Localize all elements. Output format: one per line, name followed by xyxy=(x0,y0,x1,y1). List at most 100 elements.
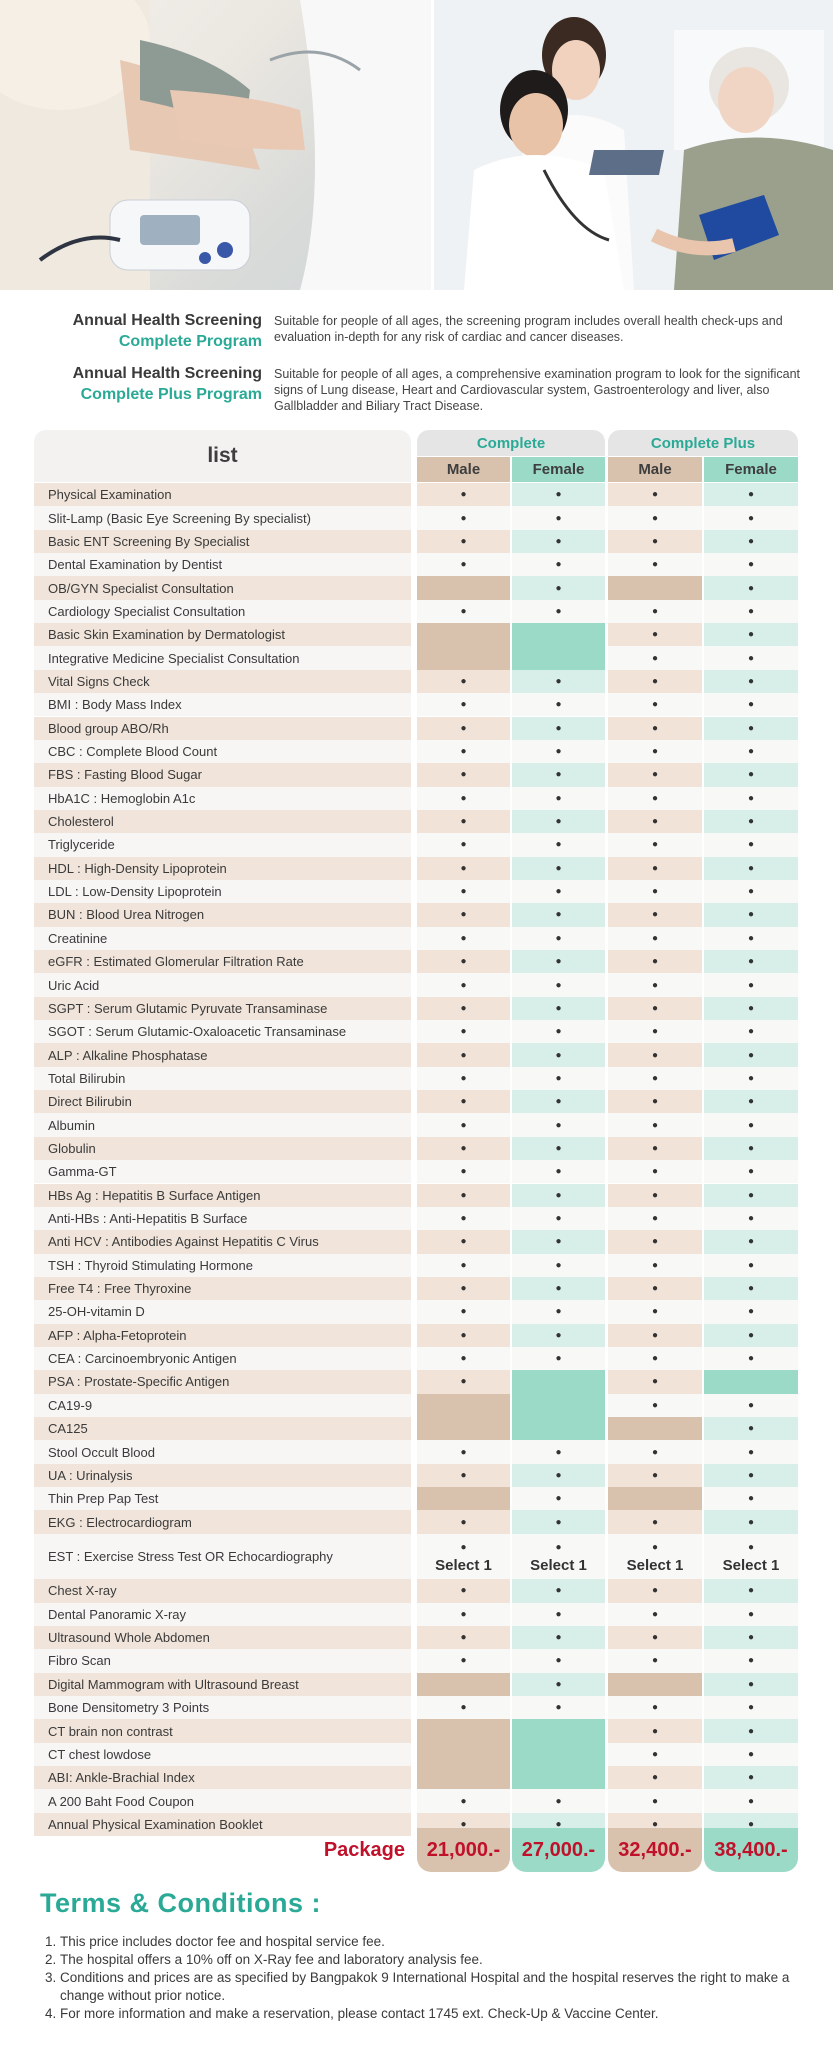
included-cell: ● xyxy=(417,856,510,880)
included-dot-icon: ● xyxy=(651,1096,659,1108)
table-row: ABI: Ankle-Brachial Index ● ● xyxy=(34,1766,798,1790)
included-cell: ● xyxy=(512,973,605,997)
row-label: Gamma-GT xyxy=(34,1160,411,1184)
included-dot-icon: ● xyxy=(747,535,755,547)
included-cell: ● xyxy=(608,1463,702,1488)
package-label: Package xyxy=(323,1839,405,1861)
row-label: Anti-HBs : Anti-Hepatitis B Surface xyxy=(34,1206,411,1231)
included-dot-icon: ● xyxy=(651,1142,659,1154)
included-dot-icon: ● xyxy=(460,1795,467,1807)
included-dot-icon: ● xyxy=(555,699,562,711)
included-cell: ● xyxy=(704,1440,798,1464)
program-title-line2: Complete Program xyxy=(118,333,262,350)
not-included-cell xyxy=(512,1393,605,1417)
included-dot-icon: ● xyxy=(651,1541,659,1553)
included-dot-icon: ● xyxy=(747,862,755,874)
included-dot-icon: ● xyxy=(555,909,562,921)
included-dot-icon: ● xyxy=(651,1306,659,1318)
included-dot-icon: ● xyxy=(651,1585,659,1597)
included-cell: ● xyxy=(512,1346,605,1371)
included-cell: ● xyxy=(608,1579,702,1603)
included-cell: ● xyxy=(512,1579,605,1603)
included-cell: ● xyxy=(512,1206,605,1231)
included-dot-icon: ● xyxy=(460,1259,467,1271)
included-cell: ● xyxy=(704,506,798,530)
included-cell: ● xyxy=(512,996,605,1021)
row-label: Vital Signs Check xyxy=(34,669,411,694)
row-label: Albumin xyxy=(34,1113,411,1137)
included-cell: ● xyxy=(608,1742,702,1767)
included-cell: ● xyxy=(704,1393,798,1417)
included-cell: ● xyxy=(512,576,605,600)
included-dot-icon: ● xyxy=(460,675,467,687)
included-dot-icon: ● xyxy=(651,909,659,921)
included-cell: ● xyxy=(417,1300,510,1324)
included-dot-icon: ● xyxy=(747,605,755,617)
included-cell: ● xyxy=(704,973,798,997)
included-dot-icon: ● xyxy=(460,1376,467,1388)
table-row: Thin Prep Pap Test ● ● xyxy=(34,1487,798,1511)
included-dot-icon: ● xyxy=(747,909,755,921)
included-cell: ● xyxy=(417,483,510,507)
terms-list: This price includes doctor fee and hospi… xyxy=(40,1933,820,2023)
included-dot-icon: ● xyxy=(460,1002,467,1014)
included-cell: ● xyxy=(417,786,510,810)
select-one-label: Select 1 xyxy=(626,1556,684,1574)
included-dot-icon: ● xyxy=(460,816,467,828)
program-title-line2: Complete Plus Program xyxy=(80,386,262,403)
included-dot-icon: ● xyxy=(460,909,467,921)
terms-item: The hospital offers a 10% off on X-Ray f… xyxy=(60,1951,820,1969)
not-included-cell xyxy=(704,1370,798,1394)
included-dot-icon: ● xyxy=(651,1608,659,1620)
included-dot-icon: ● xyxy=(651,1446,659,1458)
table-row: Integrative Medicine Specialist Consulta… xyxy=(34,646,798,670)
included-cell: ● xyxy=(704,1766,798,1790)
included-cell: ● xyxy=(704,786,798,810)
included-cell: ● xyxy=(704,1487,798,1511)
included-cell: ● xyxy=(704,739,798,764)
included-cell: ● xyxy=(417,1625,510,1650)
included-dot-icon: ● xyxy=(555,535,562,547)
included-dot-icon: ● xyxy=(651,1632,659,1644)
included-cell: ● xyxy=(417,833,510,857)
included-cell: ● xyxy=(704,1789,798,1813)
included-dot-icon: ● xyxy=(460,1353,467,1365)
included-dot-icon: ● xyxy=(460,1632,467,1644)
included-dot-icon: ● xyxy=(651,1725,659,1737)
included-dot-icon: ● xyxy=(747,1189,755,1201)
not-included-cell xyxy=(512,1719,605,1743)
included-cell: ● xyxy=(704,1696,798,1720)
included-cell: ● Select 1 xyxy=(417,1533,510,1580)
included-cell: ● xyxy=(704,763,798,787)
included-cell: ● xyxy=(417,1090,510,1114)
table-row: CEA : Carcinoembryonic Antigen ● ● ● ● xyxy=(34,1346,798,1371)
included-cell: ● xyxy=(512,833,605,857)
included-cell: ● xyxy=(608,1370,702,1394)
included-cell: ● xyxy=(608,1113,702,1137)
table-row: A 200 Baht Food Coupon ● ● ● ● xyxy=(34,1789,798,1813)
program-title-line1: Annual Health Screening xyxy=(72,365,262,382)
table-row: HDL : High-Density Lipoprotein ● ● ● ● xyxy=(34,856,798,880)
row-label: FBS : Fasting Blood Sugar xyxy=(34,763,411,787)
included-dot-icon: ● xyxy=(460,512,467,524)
included-cell: ● xyxy=(608,1300,702,1324)
included-cell: ● xyxy=(704,879,798,904)
table-row: eGFR : Estimated Glomerular Filtration R… xyxy=(34,950,798,974)
included-dot-icon: ● xyxy=(747,722,755,734)
row-label: LDL : Low-Density Lipoprotein xyxy=(34,879,411,904)
included-dot-icon: ● xyxy=(460,1655,467,1667)
included-dot-icon: ● xyxy=(460,1469,467,1481)
included-dot-icon: ● xyxy=(651,839,659,851)
table-row: EST : Exercise Stress Test OR Echocardio… xyxy=(34,1533,798,1580)
included-cell: ● xyxy=(608,1276,702,1301)
program-title-line1: Annual Health Screening xyxy=(72,312,262,329)
not-included-cell xyxy=(417,1487,510,1511)
not-included-cell xyxy=(608,1672,702,1696)
included-cell: ● xyxy=(704,1719,798,1743)
included-dot-icon: ● xyxy=(460,1096,467,1108)
included-dot-icon: ● xyxy=(460,1236,467,1248)
included-dot-icon: ● xyxy=(651,675,659,687)
row-label: OB/GYN Specialist Consultation xyxy=(34,576,411,600)
table-row: UA : Urinalysis ● ● ● ● xyxy=(34,1463,798,1488)
table-row: TSH : Thyroid Stimulating Hormone ● ● ● ● xyxy=(34,1253,798,1277)
